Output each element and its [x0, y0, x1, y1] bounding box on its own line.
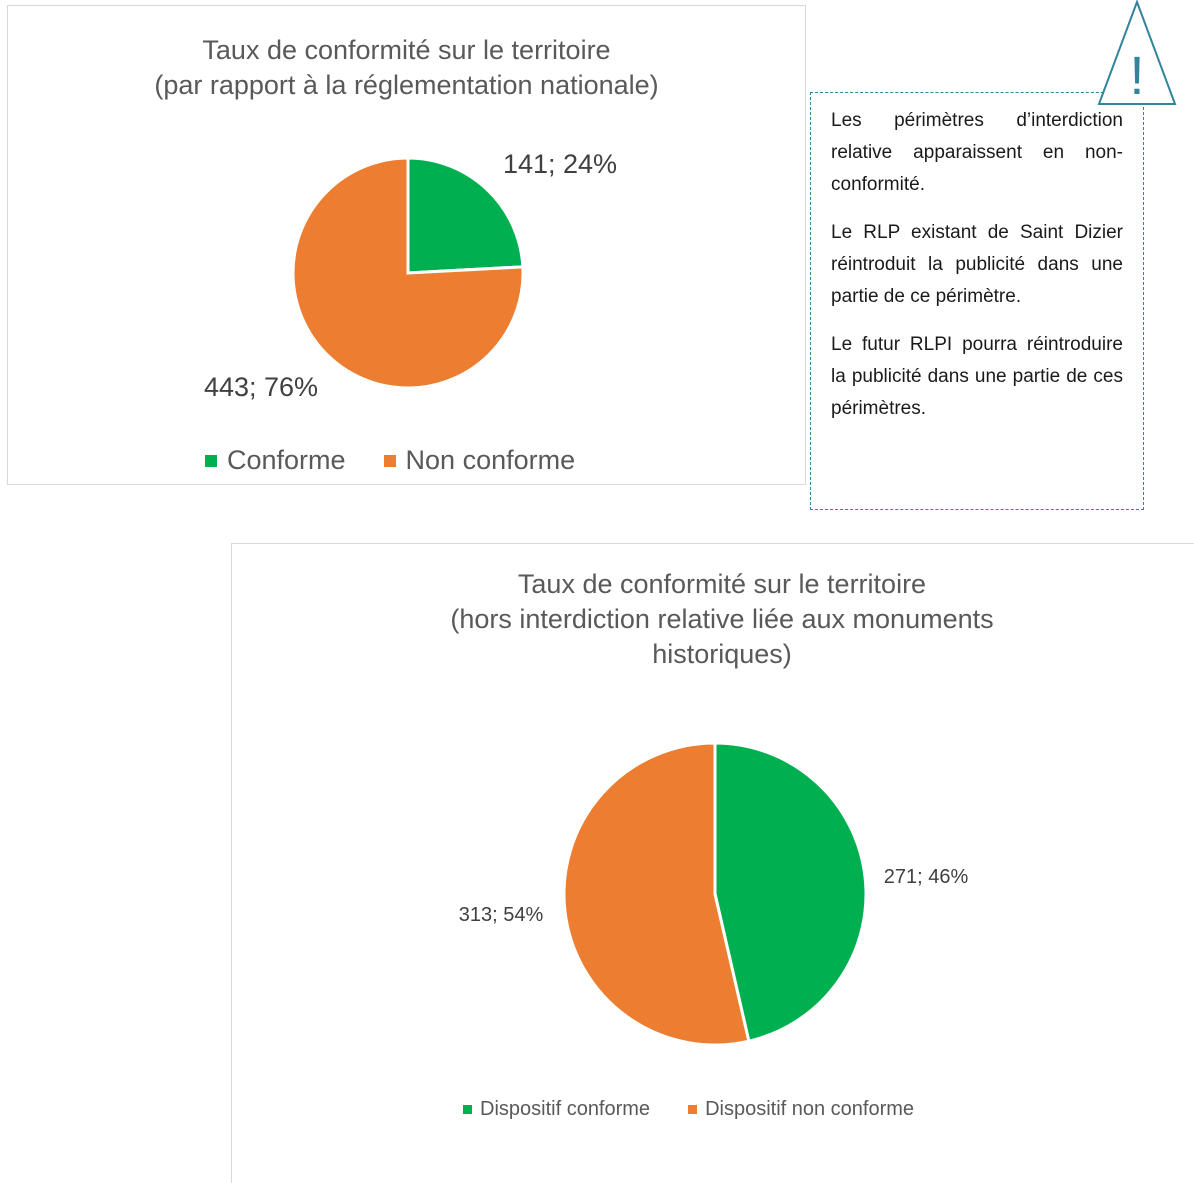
pie-slice-dispositif-conforme: [713, 741, 868, 1043]
warning-icon: !: [1097, 0, 1177, 106]
legend-item-dispositif-non-conforme: Dispositif non conforme: [688, 1098, 914, 1121]
warning-triangle: [1097, 0, 1177, 105]
note-box: Les périmètres d’interdiction relative a…: [810, 92, 1144, 510]
chart-2-frame: Taux de conformité sur le territoire (ho…: [231, 543, 1194, 1183]
legend-swatch-dispositif-conforme: [463, 1105, 472, 1114]
data-label-conforme: 141; 24%: [503, 149, 617, 179]
chart-1-title-line-2: (par rapport à la réglementation nationa…: [154, 70, 659, 100]
chart-2-title: Taux de conformité sur le territoire (ho…: [232, 567, 1194, 672]
chart-1-frame: Taux de conformité sur le territoire (pa…: [7, 5, 806, 485]
pie-slice-dispositif-non-conforme: [562, 741, 751, 1047]
legend-item-conforme: Conforme: [205, 445, 346, 476]
chart-2-legend: Dispositif conforme Dispositif non confo…: [463, 1098, 914, 1121]
chart-2-title-line-2: (hors interdiction relative liée aux mon…: [450, 604, 994, 634]
pie-slice-conforme: [406, 156, 525, 275]
chart-1-legend: Conforme Non conforme: [205, 445, 575, 476]
chart-2-title-line-1: Taux de conformité sur le territoire: [517, 569, 927, 599]
data-label-non-conforme: 443; 76%: [204, 372, 318, 402]
chart-1-pie: 141; 24% 443; 76%: [204, 149, 617, 402]
chart-1-title-line-1: Taux de conformité sur le territoire: [202, 35, 611, 65]
chart-1-title: Taux de conformité sur le territoire (pa…: [8, 33, 805, 103]
note-paragraph-1: Les périmètres d’interdiction relative a…: [831, 110, 1123, 195]
legend-label-non-conforme: Non conforme: [405, 445, 576, 475]
data-label-dispositif-non-conforme: 313; 54%: [459, 904, 544, 926]
legend-swatch-conforme: [205, 454, 217, 467]
data-label-dispositif-conforme: 271; 46%: [884, 866, 969, 888]
legend-item-non-conforme: Non conforme: [383, 445, 576, 476]
legend-label-conforme: Conforme: [227, 445, 346, 475]
legend-label-dispositif-conforme: Dispositif conforme: [480, 1098, 651, 1120]
pie-slice-non-conforme: [291, 156, 525, 390]
legend-item-dispositif-conforme: Dispositif conforme: [463, 1098, 650, 1121]
warning-exclamation: !: [1129, 46, 1144, 106]
chart-2-pie: 271; 46% 313; 54%: [459, 741, 969, 1047]
legend-swatch-non-conforme: [383, 454, 396, 467]
note-paragraph-3: Le futur RLPI pourra réintroduire la pub…: [831, 334, 1123, 419]
legend-label-dispositif-non-conforme: Dispositif non conforme: [705, 1098, 915, 1120]
note-paragraph-2: Le RLP existant de Saint Dizier réintrod…: [831, 222, 1123, 307]
chart-2-title-line-3: historiques): [652, 639, 792, 669]
legend-swatch-dispositif-non-conforme: [688, 1105, 698, 1114]
